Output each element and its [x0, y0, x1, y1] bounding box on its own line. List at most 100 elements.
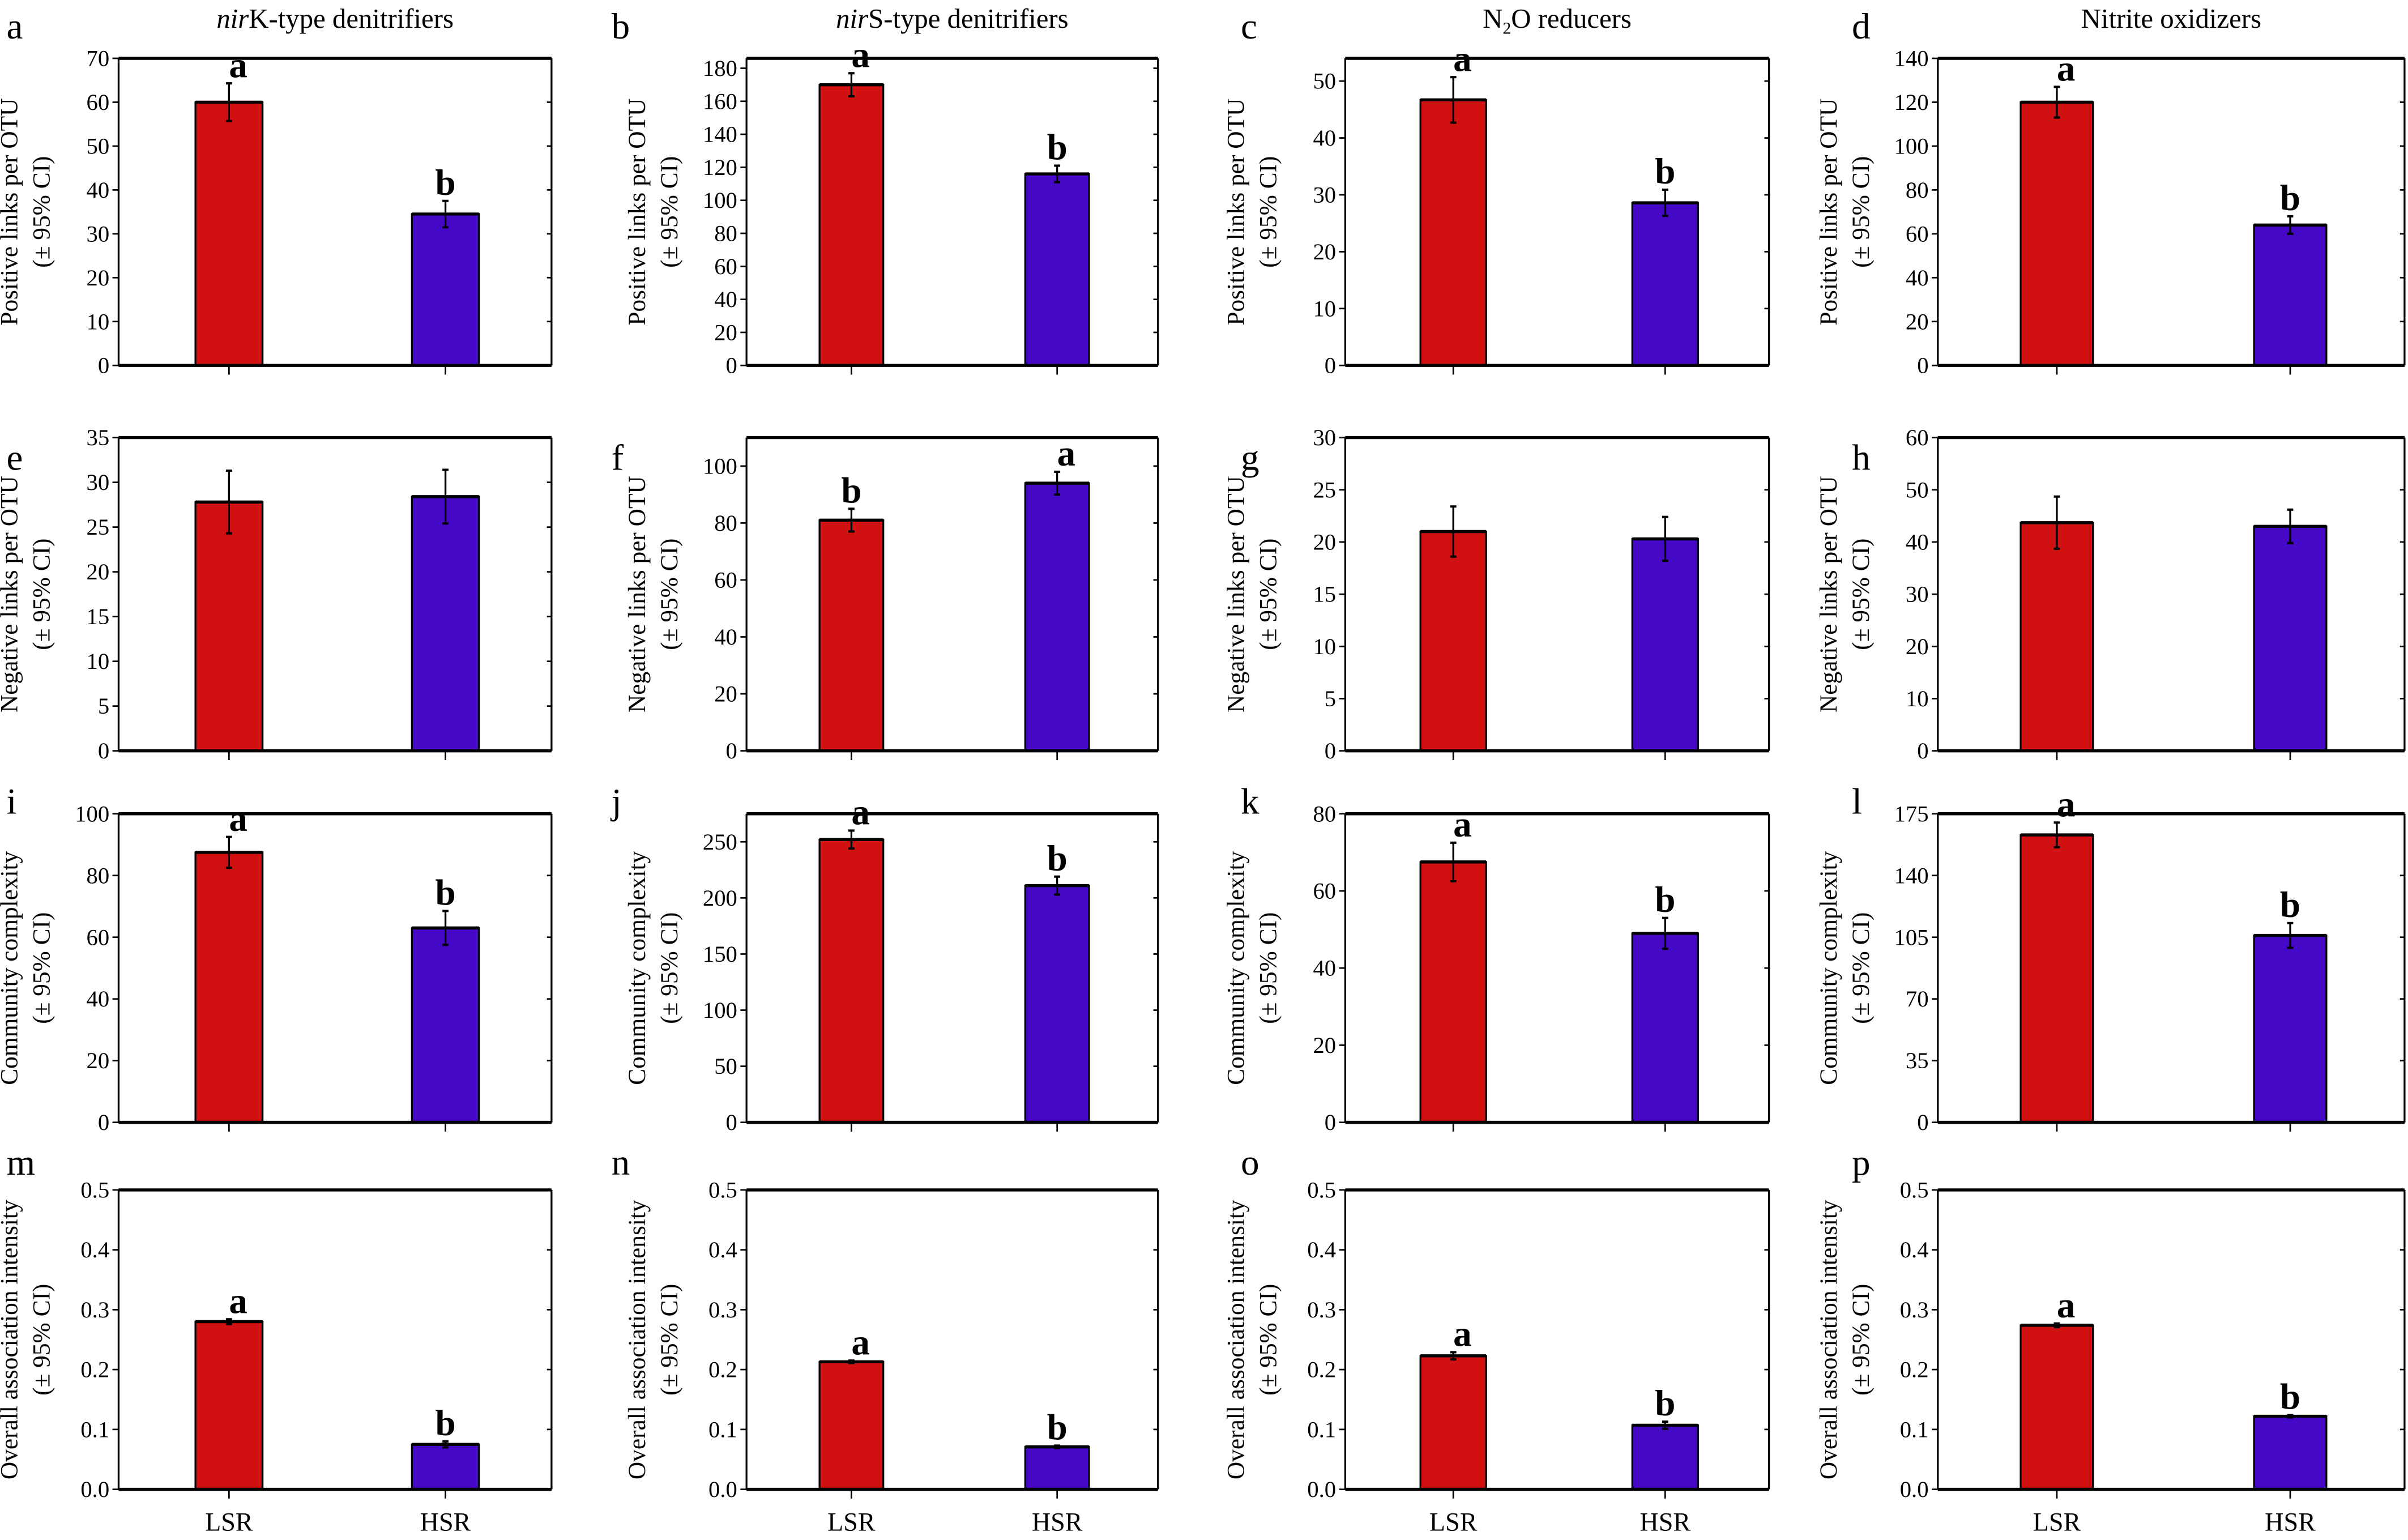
y-axis-label: Positive links per OTU	[0, 99, 23, 326]
bar-hsr	[1024, 482, 1090, 752]
y-tick-label: 100	[75, 801, 109, 826]
significance-letter: a	[851, 35, 870, 75]
y-tick-label: 0.5	[708, 1177, 737, 1202]
y-tick-label: 30	[86, 221, 109, 246]
y-axis-label: (± 95% CI)	[1254, 912, 1282, 1024]
x-category-label: HSR	[2265, 1508, 2316, 1537]
title-text: N	[1483, 3, 1502, 34]
y-tick-label: 40	[1313, 125, 1336, 151]
y-tick-label: 60	[1906, 425, 1929, 450]
y-tick-label: 35	[1906, 1048, 1929, 1073]
y-tick-label: 140	[1894, 863, 1929, 888]
bar-hsr	[411, 927, 480, 1124]
y-tick-label: 0.2	[1900, 1357, 1929, 1383]
y-tick-label: 0	[726, 353, 737, 378]
bar-lsr	[2020, 834, 2094, 1124]
panel-letter: p	[1852, 1142, 1871, 1183]
bar-hsr	[411, 496, 480, 752]
y-tick-label: 25	[1313, 477, 1336, 502]
bar-lsr	[818, 84, 885, 366]
y-tick-label: 120	[703, 155, 737, 180]
panel-k: k Community complexity (± 95% CI) 0 20 40 60 80…	[1222, 782, 1770, 1135]
y-tick-label: 0.4	[708, 1237, 737, 1262]
panel-letter: n	[612, 1142, 630, 1183]
y-tick-label: 30	[1313, 425, 1336, 450]
y-axis-label: (± 95% CI)	[1847, 1284, 1875, 1396]
y-axis-label: (± 95% CI)	[656, 912, 683, 1024]
x-category-label: LSR	[1429, 1508, 1478, 1537]
significance-letter: a	[1453, 804, 1472, 845]
significance-letter: a	[229, 45, 247, 86]
y-tick-label: 20	[1906, 634, 1929, 659]
y-tick-label: 40	[1906, 265, 1929, 291]
panel-letter: l	[1852, 782, 1862, 822]
y-axis-label: (± 95% CI)	[656, 156, 683, 267]
title-text: K-type denitrifiers	[249, 3, 454, 34]
y-tick-label: 0.1	[1900, 1417, 1929, 1442]
y-tick-label: 15	[86, 604, 109, 629]
y-tick-label: 0.4	[1307, 1237, 1336, 1262]
y-tick-label: 60	[1906, 221, 1929, 246]
y-axis-label: Overall association intensity	[1815, 1200, 1842, 1479]
title-italic: nir	[836, 3, 869, 34]
y-tick-label: 0	[98, 738, 109, 763]
y-tick-label: 0	[1917, 738, 1928, 763]
y-tick-label: 0.0	[708, 1477, 737, 1502]
y-tick-label: 120	[1894, 89, 1929, 115]
y-tick-label: 80	[714, 221, 737, 246]
bar-hsr	[1024, 1445, 1090, 1491]
y-axis-label: (± 95% CI)	[1847, 156, 1875, 267]
y-tick-label: 0.2	[80, 1357, 109, 1383]
y-tick-label: 5	[1325, 686, 1336, 711]
y-axis-label: Overall association intensity	[1222, 1200, 1249, 1479]
column-title: N2O reducers	[1483, 3, 1632, 38]
y-tick-label: 30	[86, 470, 109, 495]
y-tick-label: 80	[1906, 177, 1929, 203]
y-axis-label: (± 95% CI)	[28, 912, 55, 1024]
title-rest: O reducers	[1511, 3, 1632, 34]
bar-hsr	[1631, 537, 1699, 752]
bar-lsr	[2020, 1324, 2094, 1491]
y-axis-label: (± 95% CI)	[1254, 156, 1282, 267]
y-tick-label: 200	[703, 885, 737, 911]
x-category-label: LSR	[827, 1508, 876, 1537]
bar-hsr	[1631, 202, 1699, 366]
y-tick-label: 0	[1325, 738, 1336, 763]
bar-lsr	[1419, 99, 1487, 366]
y-tick-label: 60	[86, 924, 109, 950]
y-axis-label: (± 95% CI)	[1254, 539, 1282, 650]
y-tick-label: 0	[726, 738, 737, 763]
y-tick-label: 50	[1906, 477, 1929, 502]
y-tick-label: 20	[86, 559, 109, 585]
panel-j: j Community complexity (± 95% CI) 0 50 100 150…	[610, 782, 1159, 1135]
bar-lsr	[818, 838, 885, 1124]
y-tick-label: 100	[1894, 133, 1929, 159]
bar-lsr	[1419, 1355, 1487, 1491]
y-tick-label: 10	[1313, 296, 1336, 321]
y-axis-label: (± 95% CI)	[656, 1284, 683, 1396]
y-tick-label: 30	[1906, 582, 1929, 607]
y-axis-label: Community complexity	[0, 851, 23, 1085]
y-tick-label: 10	[86, 309, 109, 334]
y-axis-label: (± 95% CI)	[1847, 539, 1875, 650]
y-axis-label: (± 95% CI)	[1847, 912, 1875, 1024]
panel-b: b Positive links per OTU (± 95% CI) 0 20 40 60…	[612, 6, 1159, 378]
y-axis-label: (± 95% CI)	[28, 539, 55, 650]
y-tick-label: 35	[86, 425, 109, 450]
significance-letter: b	[2280, 1377, 2300, 1418]
y-tick-label: 70	[1906, 986, 1929, 1012]
panel-h: h Negative links per OTU (± 95% CI) 0 10 20 30…	[1815, 425, 2406, 763]
bar-lsr	[1419, 861, 1487, 1124]
y-tick-label: 0.3	[708, 1297, 737, 1323]
panel-letter: j	[610, 782, 622, 822]
y-tick-label: 0	[726, 1110, 737, 1135]
significance-letter: a	[851, 1322, 870, 1363]
y-tick-label: 40	[86, 986, 109, 1012]
y-tick-label: 40	[1313, 955, 1336, 981]
y-tick-label: 10	[1313, 634, 1336, 659]
y-tick-label: 20	[86, 1048, 109, 1073]
panel-letter: o	[1241, 1142, 1259, 1183]
panel-letter: k	[1241, 782, 1259, 822]
bar-hsr	[2253, 1415, 2328, 1491]
